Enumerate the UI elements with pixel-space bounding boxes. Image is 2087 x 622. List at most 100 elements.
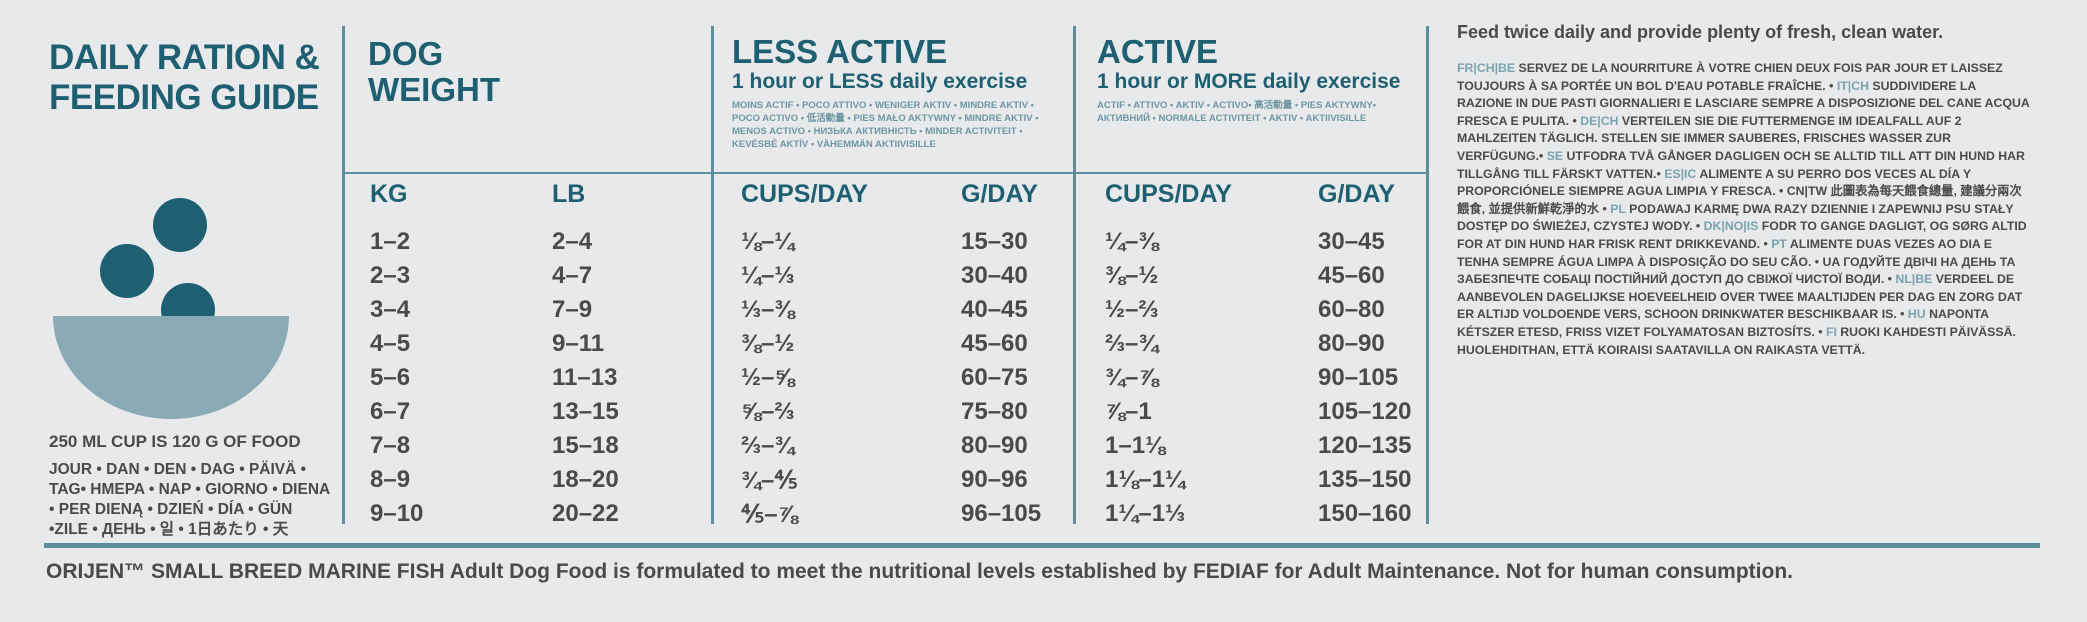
language-code: FI <box>1825 324 1837 339</box>
cell: 3–4 <box>370 296 411 323</box>
cell: 9–11 <box>552 330 605 357</box>
cup-note: 250 ML CUP IS 120 G OF FOOD <box>49 432 301 451</box>
divider <box>1073 26 1076 524</box>
cell: 18–20 <box>552 466 619 493</box>
language-code: PT <box>1771 236 1787 251</box>
cell: ¼–⅜ <box>1105 228 1159 255</box>
footer: ORIJEN™ SMALL BREED MARINE FISH Adult Do… <box>46 560 1793 583</box>
cell: ⅔–¾ <box>741 432 795 459</box>
divider <box>1076 172 1426 174</box>
cell: 7–8 <box>370 432 411 459</box>
group-title-line: WEIGHT <box>368 71 500 108</box>
language-code: DK|NO|IS <box>1703 219 1759 234</box>
column-header: G/DAY <box>1318 180 1395 208</box>
cell: 6–7 <box>370 398 411 425</box>
cell: 45–60 <box>961 330 1028 357</box>
language-code: ES|IC <box>1664 166 1697 181</box>
cell: ⅔–¾ <box>1105 330 1159 357</box>
language-code: HU <box>1907 307 1926 322</box>
cell: 13–15 <box>552 398 619 425</box>
divider <box>711 26 714 524</box>
cell: 4–7 <box>552 262 593 289</box>
bottom-rule <box>44 543 2040 548</box>
cell: 8–9 <box>370 466 411 493</box>
cell: 4–5 <box>370 330 411 357</box>
language-line: JOUR • DAN • DEN • DAG • PÄIVÄ • <box>49 461 307 478</box>
cell: ⅛–¼ <box>741 228 795 255</box>
instruction-text: UTFODRA TVÅ GÅNGER DAGLIGEN OCH SE ALLTI… <box>1457 148 2025 181</box>
divider <box>714 172 1073 174</box>
language-line: TAG• HMEPA • NAP • GIORNO • DIENA <box>49 481 331 498</box>
instructions-heading: Feed twice daily and provide plenty of f… <box>1457 22 1944 42</box>
cell: 5–6 <box>370 364 411 391</box>
cell: 2–4 <box>552 228 593 255</box>
cell: 1¼–1⅓ <box>1105 500 1186 527</box>
column-header: CUPS/DAY <box>1105 180 1232 208</box>
kibble <box>100 244 154 298</box>
instruction-text: ALIMENTE DUAS VEZES AO DIA E TENHA SEMPR… <box>1457 236 2016 287</box>
title-line: FEEDING GUIDE <box>49 78 319 117</box>
instructions: FR|CH|BE SERVEZ DE LA NOURRITURE À VOTRE… <box>1457 60 2032 359</box>
cell: 9–10 <box>370 500 424 527</box>
cell: 40–45 <box>961 296 1028 323</box>
instruction-text: PODAWAJ KARMĘ DWA RAZY DZIENNIE I ZAPEWN… <box>1457 201 2014 234</box>
cell: 90–96 <box>961 466 1028 493</box>
group-translations: MOINS ACTIF • POCO ATTIVO • WENIGER AKTI… <box>732 100 1039 150</box>
cell: 80–90 <box>1318 330 1385 357</box>
cell: 150–160 <box>1318 500 1412 527</box>
language-code: PL <box>1610 201 1626 216</box>
cell: 2–3 <box>370 262 411 289</box>
instruction-text: SERVEZ DE LA NOURRITURE À VOTRE CHIEN DE… <box>1457 61 2003 93</box>
divider <box>1426 26 1429 524</box>
group-header: ACTIVE 1 hour or MORE daily exercise ACT… <box>1097 34 1417 125</box>
cell: 7–9 <box>552 296 593 323</box>
group-subtitle: 1 hour or LESS daily exercise <box>732 70 1028 93</box>
cell: ⅜–½ <box>1105 262 1159 289</box>
cell: 80–90 <box>961 432 1028 459</box>
instruction-text: FODR TO GANGE DAGLIGT, OG SØRG ALTID FOR… <box>1457 219 2027 251</box>
cell: ⅓–⅜ <box>741 296 795 323</box>
language-line: •ZILE • ДЕНЬ • 일 • 1日あたり • 天 <box>49 521 289 538</box>
cell: 15–30 <box>961 228 1028 255</box>
cell: 1⅛–1¼ <box>1105 466 1186 493</box>
languages: JOUR • DAN • DEN • DAG • PÄIVÄ • TAG• HM… <box>49 460 330 540</box>
group-header: LESS ACTIVE 1 hour or LESS daily exercis… <box>732 34 1062 151</box>
cell: ½–⅔ <box>1105 296 1159 323</box>
cell: 45–60 <box>1318 262 1385 289</box>
language-line: • PER DIENĄ • DZIEŃ • DÍA • GÜN <box>49 501 293 518</box>
cell: ⅝–⅔ <box>741 398 795 425</box>
instruction-text: RUOKI KAHDESTI PÄIVÄSSÄ. HUOLEHDITHAN, E… <box>1457 324 2016 357</box>
cell: ¾–⅘ <box>741 467 798 494</box>
divider <box>345 172 711 174</box>
cell: ¾–⅞ <box>1105 364 1159 391</box>
cell: 105–120 <box>1318 398 1412 425</box>
cell: ½–⅝ <box>741 364 795 391</box>
cell: 1–2 <box>370 228 411 255</box>
instruction-text: SUDDIVIDERE LA RAZIONE IN DUE PASTI GIOR… <box>1457 78 2030 128</box>
cell: ⅜–½ <box>741 330 795 357</box>
cell: 15–18 <box>552 432 619 459</box>
title: DAILY RATION & FEEDING GUIDE <box>49 38 320 118</box>
cell: 90–105 <box>1318 364 1399 391</box>
column-header: LB <box>552 180 586 208</box>
language-code: IT|CH <box>1836 78 1869 93</box>
kibble <box>153 198 207 252</box>
group-subtitle: 1 hour or MORE daily exercise <box>1097 70 1401 93</box>
instruction-text: ALIMENTE A SU PERRO DOS VECES AL DÍA Y P… <box>1457 166 2022 216</box>
cell: 1–1⅛ <box>1105 432 1166 459</box>
group-title: LESS ACTIVE <box>732 33 948 70</box>
language-code: SE <box>1546 148 1564 163</box>
cell: 96–105 <box>961 500 1042 527</box>
divider <box>342 26 345 524</box>
language-code: NL|BE <box>1895 272 1933 287</box>
cell: 60–80 <box>1318 296 1385 323</box>
group-title: ACTIVE <box>1097 33 1219 70</box>
cell: ¼–⅓ <box>741 262 795 289</box>
title-line: DAILY RATION & <box>49 38 320 77</box>
language-code: FR|CH|BE <box>1457 61 1516 75</box>
column-header: CUPS/DAY <box>741 180 868 208</box>
column-header: KG <box>370 180 408 208</box>
cell: 11–13 <box>552 364 618 391</box>
cell: 60–75 <box>961 364 1028 391</box>
